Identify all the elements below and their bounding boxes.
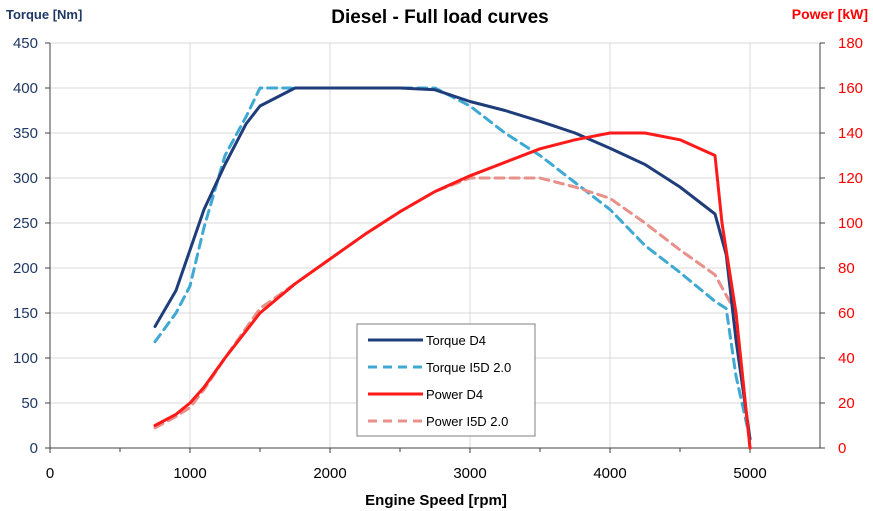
left-axis-unit: Torque [Nm] [6, 7, 82, 22]
y-right-tick-label: 160 [838, 80, 863, 97]
y-right-tick-label: 40 [838, 350, 855, 367]
legend-label-torque-d4: Torque D4 [426, 333, 486, 348]
y-right-tick-label: 20 [838, 395, 855, 412]
y-left-tick-label: 250 [13, 215, 38, 232]
right-axis-unit: Power [kW] [792, 6, 868, 22]
x-axis-label: Engine Speed [rpm] [365, 492, 507, 509]
y-right-tick-label: 140 [838, 125, 863, 142]
x-tick-label: 1000 [173, 465, 206, 482]
y-right-tick-label: 180 [838, 35, 863, 52]
legend-label-power-d4: Power D4 [426, 387, 483, 402]
y-left-tick-label: 400 [13, 80, 38, 97]
series-line-power-d4 [153, 131, 752, 450]
axes [45, 42, 825, 453]
legend-label-torque-i5d: Torque I5D 2.0 [426, 360, 511, 375]
y-left-tick-label: 350 [13, 125, 38, 142]
y-left-tick-label: 100 [13, 350, 38, 367]
x-tick-label: 5000 [733, 465, 766, 482]
chart-title: Diesel - Full load curves [331, 7, 549, 28]
ticks: 0 50 100 150 200 250 300 350 400 450 0 20 40 60 80 100 1… [13, 35, 863, 482]
y-left-tick-label: 0 [30, 440, 38, 457]
x-tick-label: 2000 [313, 465, 346, 482]
series-line-torque-d4 [153, 86, 752, 441]
legend-box [356, 323, 536, 437]
y-left-tick-label: 150 [13, 305, 38, 322]
series [153, 86, 752, 450]
x-tick-label: 3000 [453, 465, 486, 482]
y-left-tick-label: 450 [13, 35, 38, 52]
y-right-tick-label: 80 [838, 260, 855, 277]
legend-label-power-i5d: Power I5D 2.0 [426, 414, 508, 429]
y-right-tick-label: 100 [838, 215, 863, 232]
y-right-tick-label: 60 [838, 305, 855, 322]
x-tick-label: 4000 [593, 465, 626, 482]
legend: Torque D4 Torque I5D 2.0 Power D4 Power … [356, 323, 536, 437]
y-left-tick-label: 300 [13, 170, 38, 187]
grid [50, 42, 820, 448]
y-left-tick-label: 50 [21, 395, 38, 412]
y-right-tick-label: 0 [838, 440, 846, 457]
y-right-tick-label: 120 [838, 170, 863, 187]
y-left-tick-label: 200 [13, 260, 38, 277]
x-tick-label: 0 [46, 465, 54, 482]
